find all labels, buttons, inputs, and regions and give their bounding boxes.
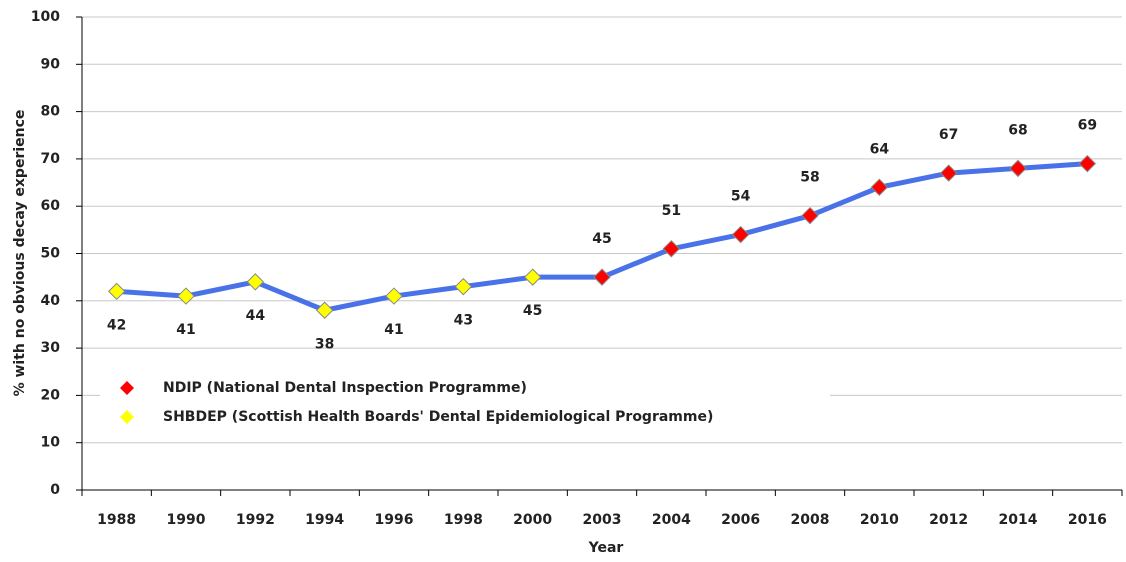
data-label: 69 (1078, 118, 1097, 134)
y-tick-label: 70 (41, 151, 61, 167)
y-tick-label: 40 (41, 293, 61, 309)
marker (107, 282, 126, 301)
x-axis-title: Year (588, 540, 624, 556)
marker (801, 206, 819, 225)
y-tick-label: 0 (50, 482, 60, 498)
legend-label: NDIP (National Dental Inspection Program… (163, 380, 527, 396)
marker (385, 287, 403, 305)
x-tick-label: 2003 (583, 512, 622, 528)
x-tick-label: 2014 (999, 512, 1038, 528)
data-label: 68 (1008, 122, 1027, 138)
marker (939, 164, 958, 182)
x-tick-label: 1988 (97, 512, 136, 528)
y-tick-label: 30 (41, 340, 61, 356)
legend-label: SHBDEP (Scottish Health Boards' Dental E… (163, 409, 713, 425)
data-label: 41 (176, 322, 195, 338)
x-tick-label: 1998 (444, 512, 483, 528)
x-tick-label: 1992 (236, 512, 275, 528)
marker (593, 268, 611, 286)
legend-box (100, 372, 830, 434)
y-tick-label: 80 (41, 104, 61, 120)
x-tick-label: 2004 (652, 512, 691, 528)
y-tick-label: 90 (41, 56, 61, 72)
legend-marker (120, 410, 134, 424)
x-tick-label: 2010 (860, 512, 899, 528)
data-label: 54 (731, 189, 751, 205)
y-tick-label: 10 (41, 435, 61, 451)
x-tick-label: 2008 (791, 512, 830, 528)
legend-marker (120, 381, 134, 395)
marker (523, 268, 542, 286)
data-label: 44 (246, 308, 266, 324)
x-tick-label: 1990 (167, 512, 206, 528)
x-tick-label: 2006 (721, 512, 760, 528)
x-tick-label: 1996 (375, 512, 414, 528)
data-label: 41 (384, 322, 403, 338)
marker (731, 225, 750, 244)
marker (177, 287, 195, 305)
marker (870, 178, 889, 196)
data-label: 51 (662, 203, 681, 219)
marker (315, 301, 334, 319)
x-tick-label: 2000 (513, 512, 552, 528)
marker (662, 240, 681, 258)
y-tick-label: 20 (41, 387, 61, 403)
data-label: 38 (315, 336, 334, 352)
data-label: 64 (870, 141, 890, 157)
x-tick-label: 2016 (1068, 512, 1107, 528)
data-label: 67 (939, 127, 958, 143)
marker (1078, 154, 1097, 173)
y-tick-label: 60 (41, 198, 61, 214)
marker (246, 273, 265, 291)
marker (1009, 159, 1027, 178)
data-label: 42 (107, 317, 126, 333)
data-label: 45 (592, 231, 611, 247)
x-tick-label: 2012 (929, 512, 968, 528)
data-label: 58 (800, 170, 819, 186)
marker (454, 277, 473, 296)
data-label: 45 (523, 303, 542, 319)
data-label: 43 (454, 313, 473, 329)
y-tick-label: 100 (31, 9, 60, 25)
y-tick-label: 50 (41, 246, 61, 262)
y-axis-title: % with no obvious decay experience (12, 110, 28, 397)
x-tick-label: 1994 (305, 512, 344, 528)
